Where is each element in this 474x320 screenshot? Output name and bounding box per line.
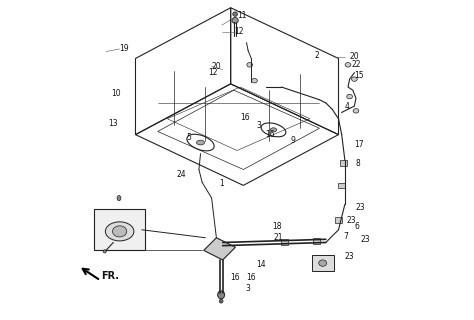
Ellipse shape [105,222,134,241]
Ellipse shape [347,94,353,99]
Ellipse shape [112,226,127,237]
Bar [335,217,342,223]
Text: 16: 16 [246,273,256,282]
Ellipse shape [232,18,238,23]
Text: 8: 8 [356,159,361,168]
Text: 13: 13 [109,119,118,128]
Text: 16: 16 [231,273,240,282]
Text: 2: 2 [315,51,319,60]
Text: 15: 15 [355,71,364,80]
Text: 23: 23 [346,216,356,225]
Text: 20: 20 [211,62,221,71]
Text: 14: 14 [256,260,265,269]
Bar [281,239,288,245]
Ellipse shape [197,140,204,145]
Ellipse shape [103,250,106,253]
Text: 23: 23 [356,203,365,212]
Text: 3: 3 [256,121,261,130]
Ellipse shape [117,196,121,201]
Text: 19: 19 [119,44,129,53]
Ellipse shape [319,260,327,266]
Text: 1: 1 [219,179,224,188]
Text: 16: 16 [265,130,275,139]
Ellipse shape [353,108,359,113]
Ellipse shape [252,78,257,83]
Text: 3: 3 [245,284,250,293]
Text: 9: 9 [291,136,296,146]
Text: 7: 7 [343,232,348,241]
Bar [313,238,320,244]
Text: 18: 18 [272,222,282,231]
Ellipse shape [219,299,223,303]
Text: 6: 6 [355,222,359,231]
Bar [311,255,334,271]
Bar [338,182,345,188]
Text: 22: 22 [351,60,361,69]
Text: 11: 11 [237,11,246,20]
Text: 16: 16 [240,113,250,122]
Ellipse shape [218,291,225,299]
Text: 17: 17 [355,140,364,148]
Text: FR.: FR. [101,271,119,281]
Bar [340,160,347,166]
Text: 12: 12 [209,68,218,77]
Bar [94,209,145,251]
Ellipse shape [345,63,351,67]
Text: 21: 21 [273,233,283,242]
Text: 23: 23 [361,235,370,244]
Text: 4: 4 [345,101,350,111]
Polygon shape [204,238,236,260]
Ellipse shape [247,63,253,67]
Text: 10: 10 [112,89,121,98]
Text: 23: 23 [345,252,355,261]
Ellipse shape [270,128,277,132]
Text: 5: 5 [186,133,191,142]
Ellipse shape [233,12,237,16]
Text: 20: 20 [350,52,359,61]
Text: 12: 12 [234,27,243,36]
Text: 24: 24 [177,170,186,179]
Ellipse shape [352,77,357,81]
